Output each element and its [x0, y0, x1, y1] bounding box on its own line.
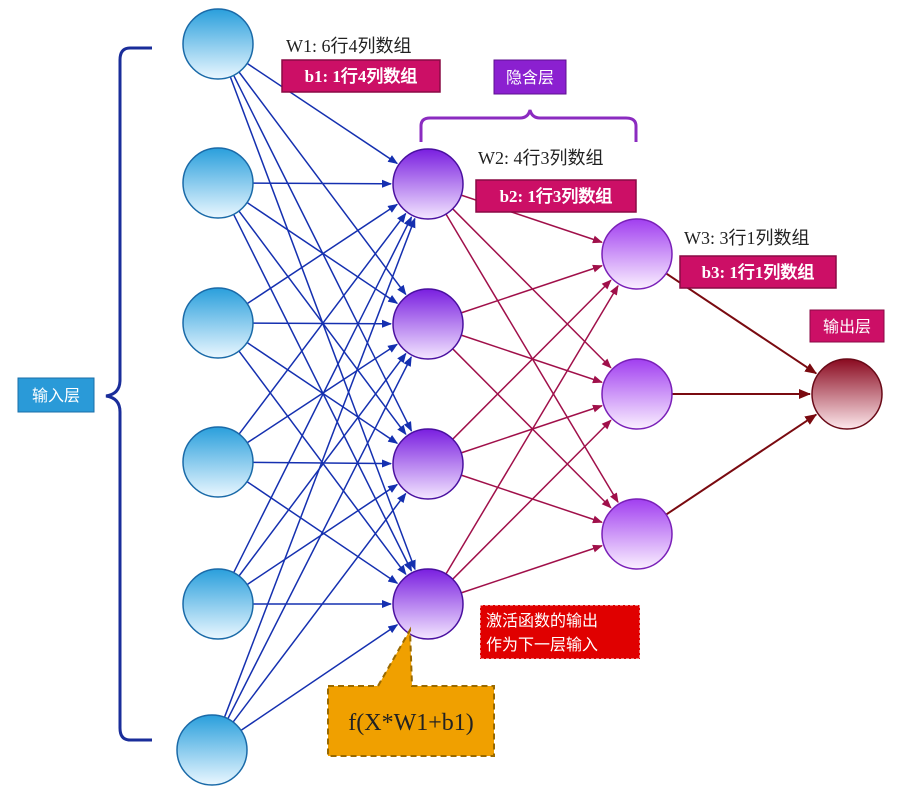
edge-l1-6-4 — [240, 624, 399, 732]
hidden1-node-3 — [392, 428, 464, 500]
b1-label: b1: 1行4列数组 — [281, 59, 441, 93]
activation-note-line1: 激活函数的输出 — [486, 611, 598, 630]
edge-l1-6-1 — [223, 217, 416, 718]
input-node-6 — [176, 714, 248, 786]
output-node-1 — [811, 358, 883, 430]
input-layer-brace — [105, 46, 152, 742]
edge-l1-2-2 — [246, 201, 399, 304]
w1-label: W1: 6行4列数组 — [286, 36, 412, 56]
hidden-layer-label: 隐含层 — [493, 59, 567, 95]
b3-label-text: b3: 1行1列数组 — [702, 262, 815, 282]
output-layer-label: 输出层 — [809, 309, 885, 343]
input-node-4 — [182, 426, 254, 498]
input-node-3 — [182, 287, 254, 359]
edge-l1-5-3 — [246, 483, 399, 586]
input-node-1 — [182, 8, 254, 80]
hidden2-node-2 — [601, 358, 673, 430]
formula-text: f(X*W1+b1) — [348, 710, 474, 736]
hidden1-node-2 — [392, 288, 464, 360]
edge-l1-6-3 — [232, 492, 407, 723]
activation-note-line2: 作为下一层输入 — [486, 635, 598, 654]
b1-label-text: b1: 1行4列数组 — [305, 66, 418, 86]
b2-label-text: b2: 1行3列数组 — [500, 186, 613, 206]
input-node-5 — [182, 568, 254, 640]
hidden2-node-3 — [601, 498, 673, 570]
hidden2-node-1 — [601, 218, 673, 290]
input-layer-label: 输入层 — [17, 377, 95, 413]
edges-layer — [223, 62, 818, 732]
hidden-layer-label-text: 隐含层 — [506, 68, 554, 87]
edge-l1-2-1 — [252, 179, 393, 188]
b3-label: b3: 1行1列数组 — [679, 255, 837, 289]
edge-l2-3-3 — [460, 474, 603, 524]
b2-label: b2: 1行3列数组 — [475, 179, 637, 213]
edge-l2-4-1 — [445, 284, 619, 575]
edge-l1-1-1 — [246, 62, 399, 165]
edge-l2-2-2 — [460, 334, 603, 384]
hidden1-node-1 — [392, 148, 464, 220]
edge-l1-4-2 — [246, 343, 398, 444]
edge-l1-5-2 — [238, 352, 407, 577]
hidden1-node-4 — [392, 568, 464, 640]
edge-l3-1-1 — [665, 272, 818, 375]
edge-l1-5-1 — [232, 216, 413, 574]
w2-label: W2: 4行3列数组 — [478, 148, 604, 168]
edge-l1-3-1 — [246, 203, 398, 305]
edge-l2-4-2 — [452, 419, 612, 580]
edge-l1-4-1 — [238, 212, 407, 435]
edge-l2-2-1 — [460, 264, 603, 314]
edge-l2-3-1 — [452, 279, 612, 440]
edge-l2-2-3 — [452, 348, 612, 509]
w3-label: W3: 3行1列数组 — [684, 228, 810, 248]
edge-l2-1-2 — [452, 208, 612, 369]
edge-l1-6-2 — [227, 356, 412, 720]
input-node-2 — [182, 147, 254, 219]
formula-callout: f(X*W1+b1) — [327, 626, 495, 757]
input-layer-label-text: 输入层 — [32, 386, 80, 405]
nodes-layer — [176, 8, 883, 786]
hidden-layer-brace — [419, 109, 638, 142]
activation-note: 激活函数的输出 作为下一层输入 — [479, 604, 641, 660]
edge-l2-4-3 — [460, 544, 603, 594]
edge-l3-3-1 — [665, 413, 818, 516]
output-layer-label-text: 输出层 — [823, 317, 871, 336]
